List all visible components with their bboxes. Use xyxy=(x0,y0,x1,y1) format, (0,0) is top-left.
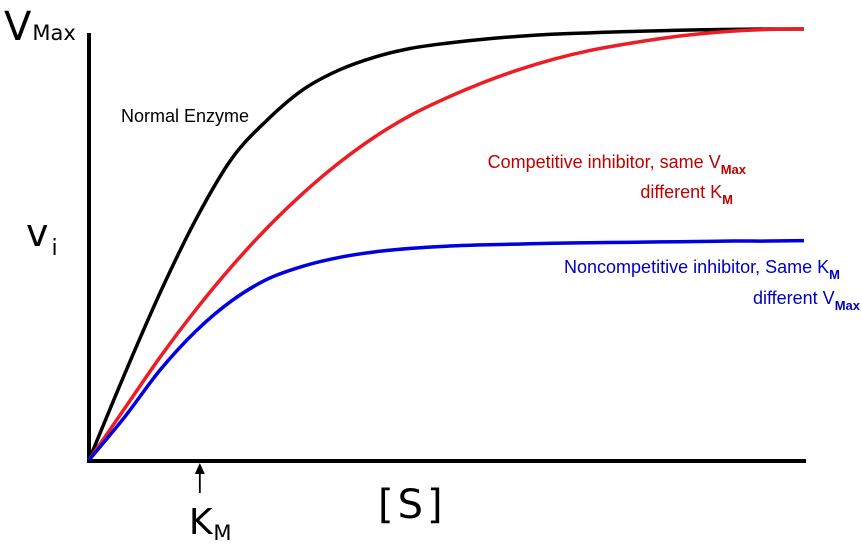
series-label-noncompetitive-line1: Noncompetitive inhibitor, Same KM xyxy=(564,257,840,282)
km-label: KM xyxy=(189,502,232,545)
series-label-normal-enzyme: Normal Enzyme xyxy=(121,106,249,126)
km-marker: KM xyxy=(189,463,232,545)
series-line-normal-enzyme xyxy=(87,27,805,461)
series-label-competitive-line1: Competitive inhibitor, same VMax xyxy=(488,152,747,177)
series-label-noncompetitive-line2: different VMax xyxy=(753,288,861,313)
series-line-competitive-inhibitor xyxy=(87,27,805,461)
x-axis-label: [S] xyxy=(378,482,447,528)
series-line-noncompetitive-inhibitor xyxy=(87,238,805,462)
vmax-label: VMax xyxy=(4,4,76,50)
km-arrow-head xyxy=(194,463,205,474)
series-label-competitive-line2: different KM xyxy=(640,182,733,207)
